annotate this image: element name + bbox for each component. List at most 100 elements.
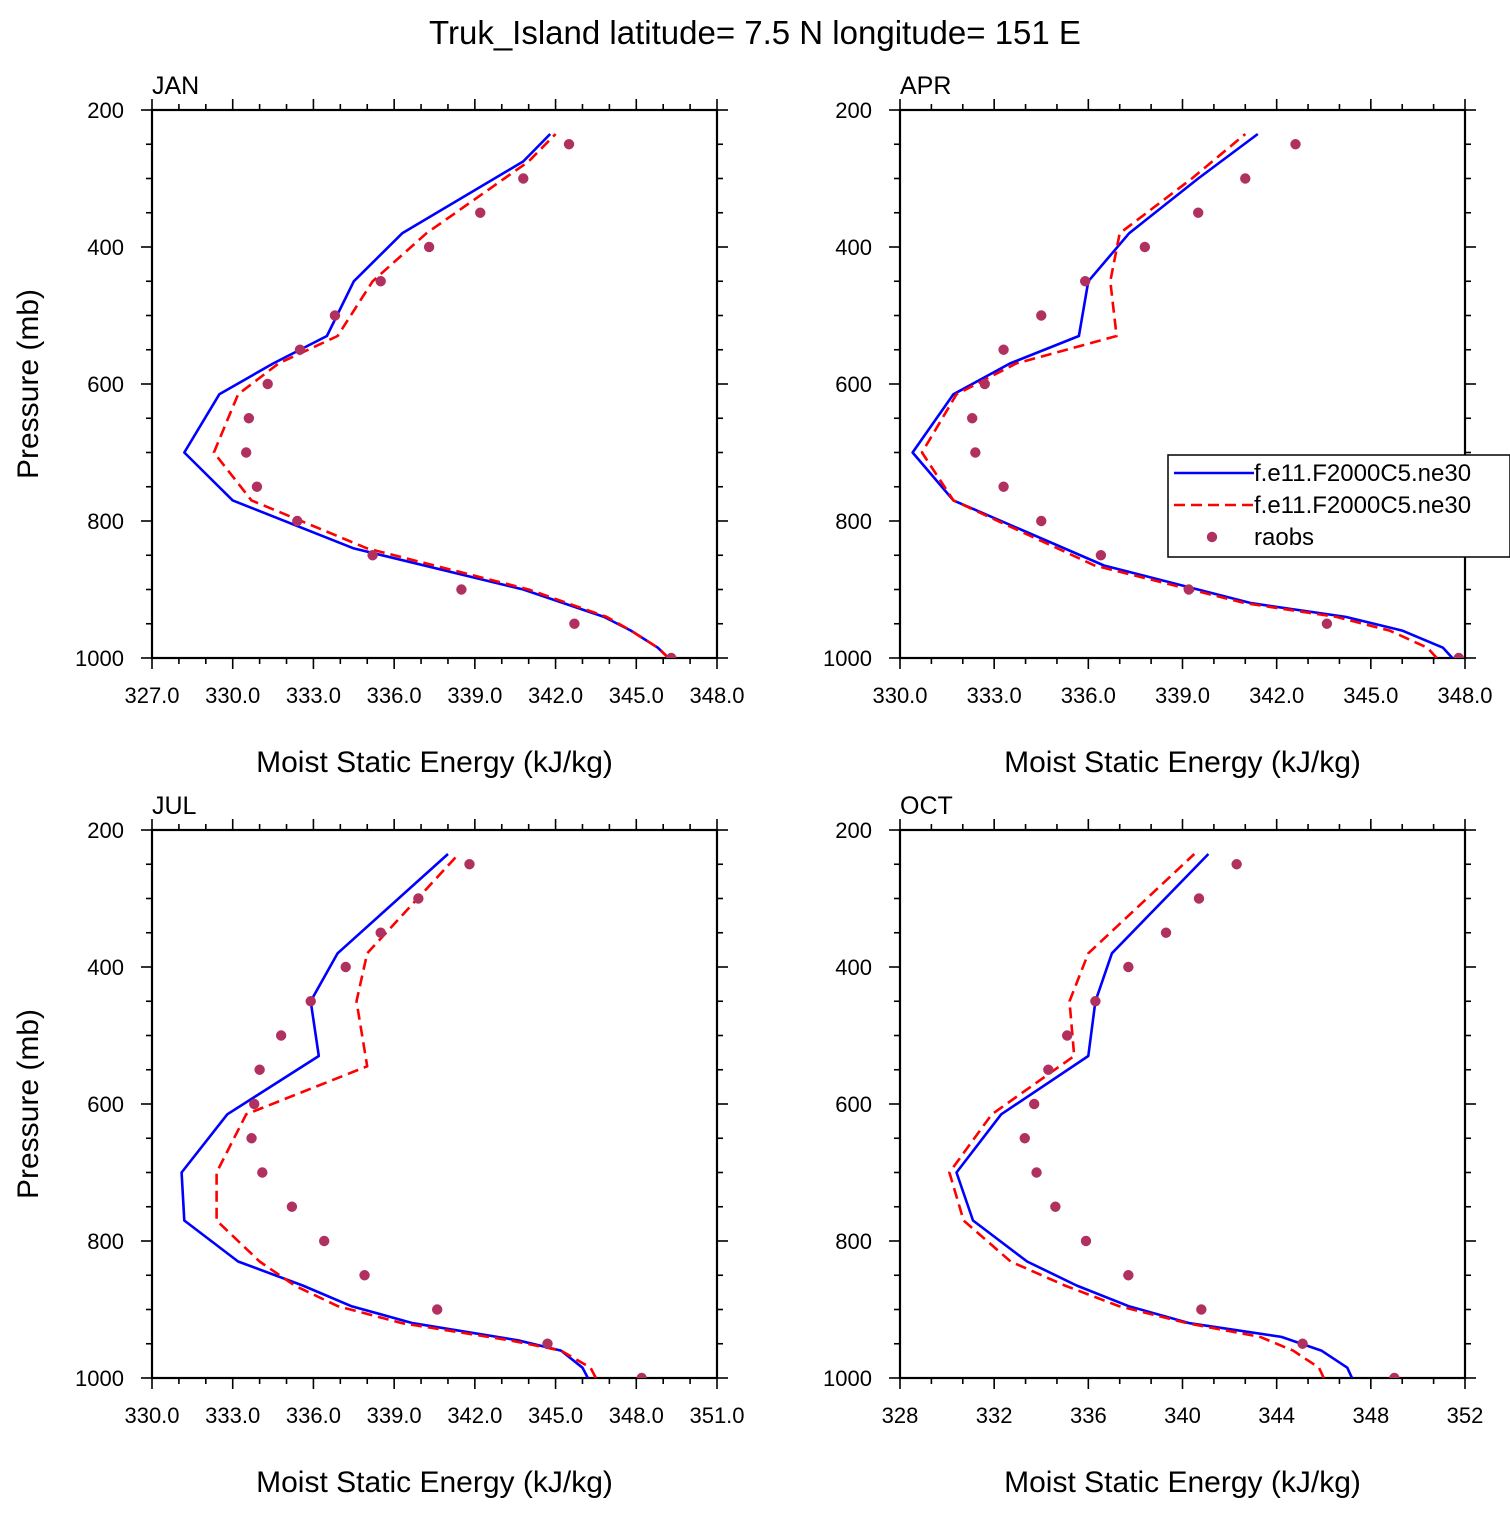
- obs-marker: [249, 1098, 260, 1110]
- y-tick-label: 600: [87, 372, 124, 397]
- obs-marker: [456, 584, 467, 595]
- obs-marker: [1183, 584, 1194, 595]
- obs-marker: [1297, 1338, 1308, 1349]
- legend: f.e11.F2000C5.ne30 f.e11.F2000C5.ne30 raob…: [1167, 454, 1510, 558]
- obs-marker: [1123, 1270, 1134, 1281]
- obs-marker: [636, 1372, 647, 1378]
- obs-marker: [475, 207, 486, 218]
- y-axis-label: Pressure (mb): [12, 1009, 45, 1199]
- x-tick-label: 340: [1164, 1403, 1201, 1428]
- obs-marker: [292, 515, 303, 527]
- x-tick-label: 348: [1352, 1403, 1389, 1428]
- plot-frame: [898, 828, 1467, 1380]
- obs-marker: [1031, 1167, 1042, 1178]
- x-tick-label: 336.0: [1061, 683, 1116, 708]
- y-tick-label: 800: [87, 1229, 124, 1254]
- obs-marker: [1389, 1372, 1400, 1378]
- x-tick-label: 332: [976, 1403, 1013, 1428]
- y-tick-label: 200: [87, 98, 124, 123]
- panel-label: APR: [900, 72, 951, 100]
- x-tick-label: 330.0: [124, 1403, 179, 1428]
- legend-label: raobs: [1254, 524, 1314, 551]
- obs-marker: [542, 1338, 553, 1349]
- x-axis-label: Moist Static Energy (kJ/kg): [256, 746, 613, 779]
- y-tick-label: 400: [87, 955, 124, 980]
- panel-label: JUL: [152, 792, 197, 820]
- obs-marker: [254, 1064, 265, 1075]
- x-tick-label: 345.0: [609, 683, 664, 708]
- panel-oct: 200 400 600 800 1000 328 332 336 340 344 348 352 Moi…: [823, 792, 1483, 1499]
- y-tick-label: 800: [87, 509, 124, 534]
- model-dashed-line: [215, 853, 598, 1378]
- obs-marker: [979, 378, 990, 390]
- obs-marker: [431, 1304, 443, 1315]
- x-tick-label: 345.0: [1343, 683, 1398, 708]
- x-tick-label: 333.0: [205, 1403, 260, 1428]
- y-tick-label: 1000: [75, 646, 124, 671]
- obs-marker: [1231, 859, 1242, 870]
- x-tick-label: 330.0: [872, 683, 927, 708]
- x-axis-label: Moist Static Energy (kJ/kg): [256, 1466, 613, 1499]
- y-tick-label: 600: [835, 372, 872, 397]
- obs-marker: [1193, 893, 1205, 904]
- obs-marker: [340, 961, 351, 973]
- model-dashed-line: [920, 133, 1438, 658]
- data-layer: [180, 853, 647, 1378]
- plot-frame: [150, 828, 719, 1380]
- x-tick-label: 348.0: [689, 683, 744, 708]
- y-tick-label: 200: [835, 818, 872, 843]
- obs-marker: [1160, 927, 1172, 938]
- obs-marker: [240, 447, 252, 458]
- y-tick-label: 1000: [75, 1366, 124, 1391]
- obs-marker: [1321, 618, 1333, 629]
- obs-marker: [262, 378, 273, 390]
- obs-marker: [1079, 276, 1091, 287]
- y-tick-label: 1000: [823, 1366, 872, 1391]
- model-dashed-line: [212, 133, 670, 658]
- x-tick-label: 352: [1447, 1403, 1484, 1428]
- x-tick-label: 345.0: [528, 1403, 583, 1428]
- obs-marker: [998, 481, 1009, 492]
- x-tick-label: 333.0: [286, 683, 341, 708]
- obs-marker: [1036, 515, 1047, 527]
- obs-marker: [294, 344, 306, 355]
- model-solid-line: [955, 853, 1354, 1378]
- panel-label: JAN: [152, 72, 199, 100]
- obs-marker: [1095, 550, 1107, 561]
- obs-marker: [1028, 1098, 1040, 1110]
- x-axis-label: Moist Static Energy (kJ/kg): [1004, 746, 1361, 779]
- y-tick-label: 400: [835, 235, 872, 260]
- obs-marker: [375, 927, 386, 938]
- y-tick-label: 200: [835, 98, 872, 123]
- obs-marker: [998, 344, 1009, 355]
- obs-marker: [286, 1201, 298, 1212]
- x-tick-label: 333.0: [967, 683, 1022, 708]
- y-tick-label: 600: [87, 1092, 124, 1117]
- obs-marker: [375, 276, 386, 287]
- obs-marker: [1196, 1304, 1207, 1315]
- obs-marker: [246, 1133, 257, 1144]
- obs-marker: [1043, 1064, 1054, 1075]
- model-solid-line: [183, 133, 670, 658]
- data-layer: [911, 132, 1464, 658]
- obs-marker: [413, 893, 424, 904]
- legend-label: f.e11.F2000C5.ne30: [1254, 460, 1471, 487]
- x-tick-label: 342.0: [1249, 683, 1304, 708]
- x-tick-label: 339.0: [367, 1403, 422, 1428]
- obs-marker: [305, 996, 316, 1007]
- obs-marker: [1139, 241, 1151, 253]
- x-axis-label: Moist Static Energy (kJ/kg): [1004, 1466, 1361, 1499]
- x-tick-label: 336.0: [367, 683, 422, 708]
- figure-title: Truk_Island latitude= 7.5 N longitude= 1…: [429, 14, 1081, 51]
- x-tick-label: 328: [882, 1403, 919, 1428]
- obs-marker: [1453, 652, 1464, 658]
- obs-marker: [1090, 996, 1101, 1007]
- y-tick-label: 200: [87, 818, 124, 843]
- obs-marker: [423, 241, 435, 253]
- obs-marker: [1061, 1030, 1073, 1041]
- x-tick-label: 336: [1070, 1403, 1107, 1428]
- obs-marker: [318, 1235, 330, 1247]
- x-tick-label: 342.0: [447, 1403, 502, 1428]
